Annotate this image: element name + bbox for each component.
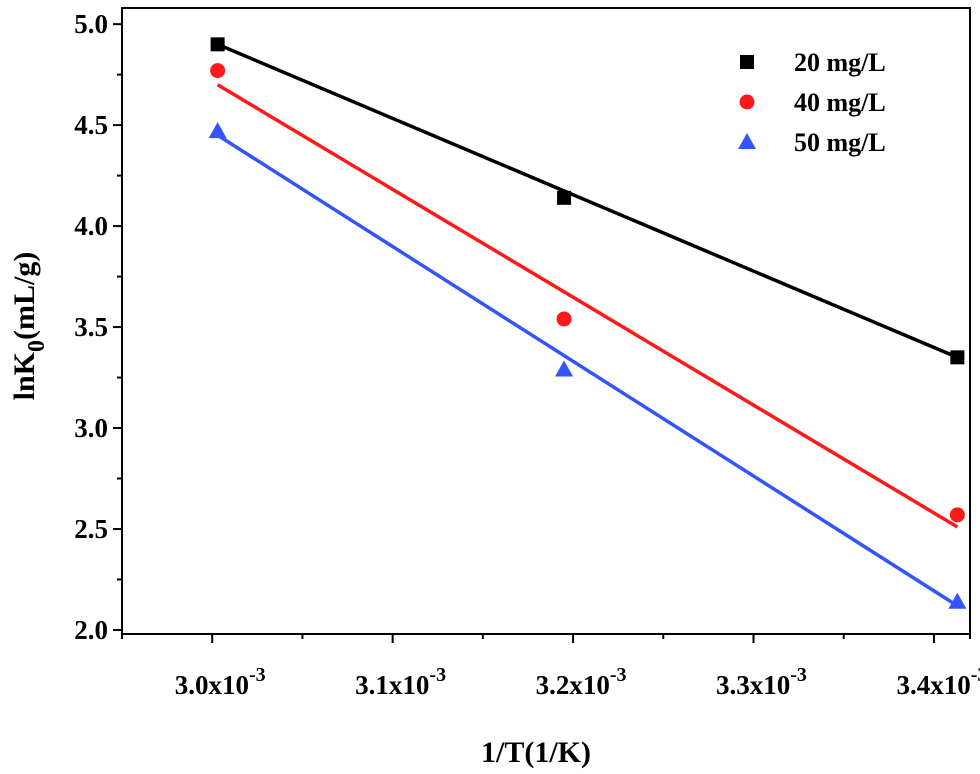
x-tick-label-base: 3.3x10 — [716, 670, 790, 700]
data-point-40-mg-l — [949, 507, 965, 523]
y-tick-label: 4.5 — [74, 110, 108, 140]
x-tick-label-exponent: -3 — [790, 664, 807, 686]
fit-lines — [216, 42, 959, 608]
data-point-20-mg-l — [210, 37, 225, 52]
data-point-50-mg-l — [555, 360, 574, 377]
data-point-50-mg-l — [948, 592, 967, 609]
x-axis-title: 1/T(1/K) — [481, 736, 591, 769]
y-tick-label: 5.0 — [74, 9, 108, 39]
x-tick-label-base: 3.1x10 — [355, 670, 429, 700]
y-tick-label: 4.0 — [74, 211, 108, 241]
y-axis-title-main: lnK — [8, 351, 41, 400]
fit-line-40-mg-l — [216, 83, 959, 529]
x-tick-label: 3.3x10-3 — [716, 664, 807, 700]
y-axis-title-subscript: 0 — [24, 340, 50, 352]
x-tick-label-base: 3.2x10 — [536, 670, 610, 700]
x-tick-label-exponent: -3 — [610, 664, 627, 686]
x-tick-label-exponent: -3 — [249, 664, 266, 686]
plot-frame — [121, 7, 971, 635]
y-tick-label: 2.0 — [74, 615, 108, 645]
legend-marker-20-mg-l — [740, 55, 754, 69]
axis-ticks: 2.02.53.03.54.04.55.03.0x10-3 3.1x10-3 3.2… — [74, 9, 980, 700]
y-tick-label: 3.0 — [74, 413, 108, 443]
x-tick-label: 3.2x10-3 — [536, 664, 627, 700]
x-tick-label: 3.4x10-3 — [896, 664, 980, 700]
legend-marker-50-mg-l — [738, 133, 756, 149]
x-tick-label-base: 3.0x10 — [175, 670, 249, 700]
plot-border — [121, 7, 971, 635]
legend-marker-40-mg-l — [739, 94, 755, 110]
data-point-50-mg-l — [208, 122, 227, 139]
data-point-20-mg-l — [557, 190, 572, 205]
fit-line-20-mg-l — [216, 42, 959, 359]
legend-label-50-mg-l: 50 mg/L — [794, 128, 886, 157]
data-point-20-mg-l — [950, 350, 965, 365]
x-tick-label-exponent: -3 — [971, 664, 980, 686]
y-tick-label: 2.5 — [74, 514, 108, 544]
fit-line-50-mg-l — [216, 133, 959, 608]
data-point-40-mg-l — [556, 311, 572, 327]
data-points — [208, 37, 967, 609]
x-tick-label-base: 3.4x10 — [896, 670, 970, 700]
legend: 20 mg/L 40 mg/L 50 mg/L — [738, 48, 886, 157]
y-axis-title-unit: (mL/g) — [8, 252, 41, 340]
legend-label-40-mg-l: 40 mg/L — [794, 88, 886, 117]
data-point-40-mg-l — [210, 63, 226, 79]
x-tick-label-exponent: -3 — [429, 664, 446, 686]
x-tick-label: 3.0x10-3 — [175, 664, 266, 700]
y-tick-label: 3.5 — [74, 312, 108, 342]
y-axis-title: lnK0(mL/g) — [8, 252, 50, 401]
legend-label-20-mg-l: 20 mg/L — [794, 48, 886, 77]
x-tick-label: 3.1x10-3 — [355, 664, 446, 700]
